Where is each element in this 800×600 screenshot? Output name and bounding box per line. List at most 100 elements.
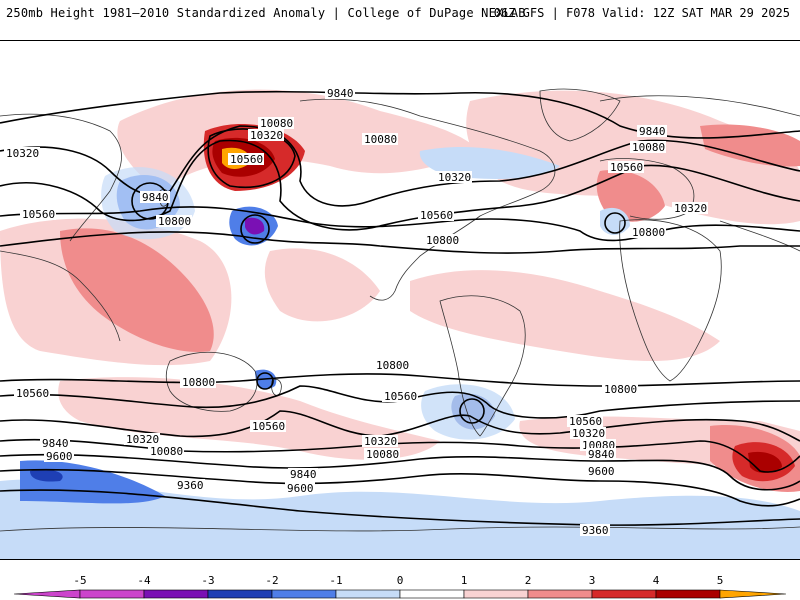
label-10080-north-2: 10080 (364, 133, 397, 146)
map-svg: 9840 9840 9840 10080 10080 10080 10320 1… (0, 87, 800, 559)
map-title: 250mb Height 1981–2010 Standardized Anom… (6, 6, 526, 20)
contour-labels: 9840 9840 9840 10080 10080 10080 10320 1… (4, 87, 708, 537)
label-10320-south-2: 10320 (364, 435, 397, 448)
label-9600-south-1: 9600 (46, 450, 73, 463)
pos-anomaly-atlantic-africa (410, 270, 720, 361)
colorbar-segment-6 (399, 589, 465, 599)
label-10560-south-3: 10560 (252, 420, 285, 433)
colorbar-segment-3 (207, 589, 273, 599)
label-10320-south-3: 10320 (572, 427, 605, 440)
label-10080-south-1: 10080 (150, 445, 183, 458)
asia-south-coast (0, 220, 800, 342)
label-10560-gulf-alaska: 10560 (230, 153, 263, 166)
contour-9360-south (0, 489, 800, 526)
label-10320-north-2: 10320 (250, 129, 283, 142)
contour-9600-south (0, 468, 800, 507)
label-9360-south-1: 9360 (177, 479, 204, 492)
pos-anomaly-north-atlantic (466, 90, 800, 225)
contour-9840-south (0, 453, 800, 491)
colorbar-segment-1 (79, 589, 145, 599)
label-10800-north-2: 10800 (426, 234, 459, 247)
anomaly-colorbar: -5 -4 -3 -2 -1 0 1 2 3 4 5 (13, 574, 787, 599)
label-9840-south-3: 9840 (588, 448, 615, 461)
colorbar-segment-5 (335, 589, 401, 599)
north-america-coast (299, 98, 556, 301)
label-10560-south-2: 10560 (384, 390, 417, 403)
contour-10320-south (0, 410, 800, 442)
pos-anomaly-south-mid (58, 377, 441, 460)
label-10320-north-4: 10320 (674, 202, 707, 215)
label-9840-north-1: 9840 (327, 87, 354, 100)
label-10560-north-3: 10560 (610, 161, 643, 174)
label-10560-north-1: 10560 (22, 208, 55, 221)
label-10800-south-1: 10800 (376, 359, 409, 372)
label-9840-kamchatka: 9840 (142, 191, 169, 204)
neg-anomaly-southern-band (0, 479, 800, 559)
label-10560-north-2: 10560 (420, 209, 453, 222)
neg-anomaly-subtropical-core (245, 217, 265, 235)
colorbar-tick-label: -5 (73, 574, 86, 587)
anomaly-map: 9840 9840 9840 10080 10080 10080 10320 1… (0, 40, 800, 560)
colorbar-segment-0 (13, 589, 81, 599)
colorbar-tick-label: -3 (201, 574, 214, 587)
label-9600-south-2: 9600 (287, 482, 314, 495)
colorbar-segment-8 (527, 589, 593, 599)
label-10800-north-3: 10800 (632, 226, 665, 239)
contour-closed-low-subtropical (240, 214, 270, 244)
contour-10800-north (0, 231, 800, 254)
label-10800-north-1: 10800 (158, 215, 191, 228)
label-9600-south-3: 9600 (588, 465, 615, 478)
pos-anomaly-north-atlantic-strip (700, 124, 800, 167)
colorbar-segment-7 (463, 589, 529, 599)
pos-anomaly-central-pacific (264, 248, 380, 322)
contour-10800-south (0, 373, 800, 387)
label-9840-south-1: 9840 (42, 437, 69, 450)
colorbar-tick-label: 1 (461, 574, 468, 587)
contour-closed-low-iberia (604, 212, 626, 234)
contour-closed-low-south-america (459, 398, 485, 424)
new-zealand-coast (271, 378, 282, 396)
colorbar-boxes (13, 589, 787, 599)
neg-anomaly-iberia (600, 207, 630, 236)
anomaly-shading (0, 89, 800, 559)
coastlines (0, 88, 800, 532)
label-10080-north-3: 10080 (632, 141, 665, 154)
colorbar-tick-label: 2 (525, 574, 532, 587)
pos-anomaly-north-pacific (117, 89, 481, 191)
neg-anomaly-nw-atlantic (419, 146, 560, 179)
contour-10080-north (0, 125, 800, 207)
south-america-coast (439, 295, 526, 437)
colorbar-segment-10 (655, 589, 721, 599)
label-10080-south-2: 10080 (366, 448, 399, 461)
label-10560-south-4: 10560 (569, 415, 602, 428)
neg-anomaly-sw-pacific-core (30, 469, 63, 482)
colorbar-ticks: -5 -4 -3 -2 -1 0 1 2 3 4 5 (73, 574, 723, 587)
label-10320-south-1: 10320 (126, 433, 159, 446)
eurasia-coast (0, 95, 800, 242)
pos-anomaly-maritime-continent (60, 228, 214, 352)
colorbar-tick-label: 3 (589, 574, 596, 587)
label-10800-south-2: 10800 (182, 376, 215, 389)
contour-9840-north (0, 90, 800, 139)
antarctica-coast (0, 526, 800, 532)
label-9360-south-2: 9360 (582, 524, 609, 537)
colorbar-segment-2 (143, 589, 209, 599)
colorbar-tick-label: 4 (653, 574, 660, 587)
label-10800-south-3: 10800 (604, 383, 637, 396)
europe-coast (599, 158, 695, 220)
colorbar-segment-11 (719, 589, 787, 599)
colorbar-tick-label: -1 (329, 574, 342, 587)
label-10320-north-1: 10320 (6, 147, 39, 160)
colorbar-segment-4 (271, 589, 337, 599)
colorbar-tick-label: 5 (717, 574, 724, 587)
label-9840-north-2: 9840 (639, 125, 666, 138)
colorbar-segment-9 (591, 589, 657, 599)
africa-coast (619, 219, 722, 382)
label-10320-north-3: 10320 (438, 171, 471, 184)
greenland-coast (539, 88, 621, 142)
neg-anomaly-sw-pacific (20, 460, 165, 504)
colorbar-tick-label: -4 (137, 574, 151, 587)
label-10560-south-1: 10560 (16, 387, 49, 400)
australia-coast (165, 351, 258, 412)
colorbar-tick-label: -2 (265, 574, 278, 587)
